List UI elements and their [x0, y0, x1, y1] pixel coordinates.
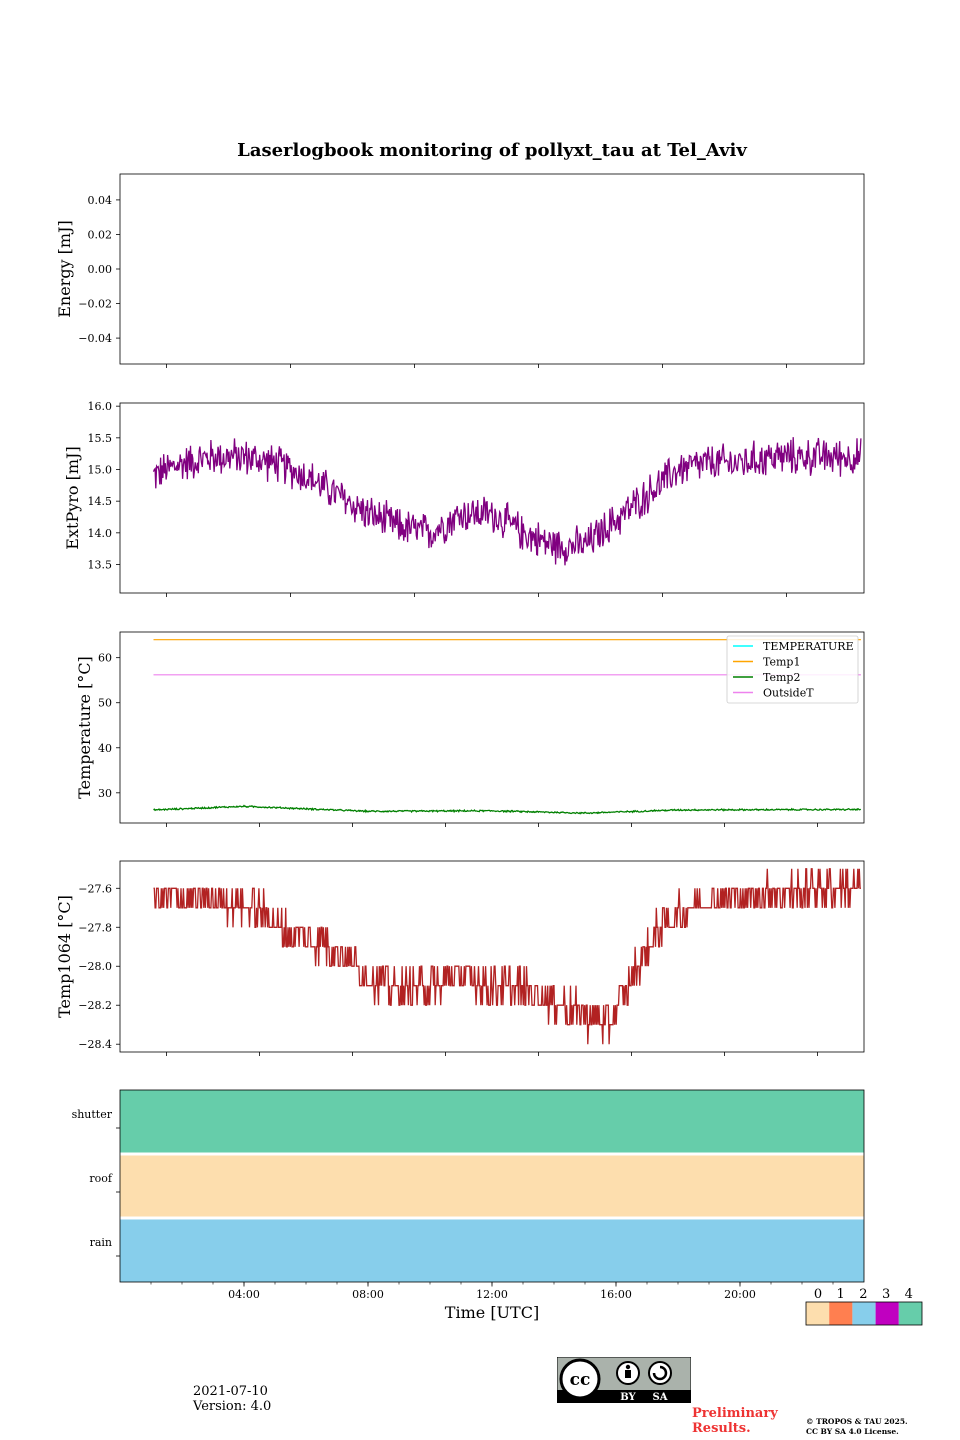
ytick-label: 16.0: [88, 400, 113, 413]
colorbar-label: 2: [859, 1287, 867, 1302]
ytick-label: 30: [98, 787, 112, 800]
colorbar-segment: [898, 1302, 922, 1325]
ytick-label: −28.0: [78, 960, 112, 973]
plot-frame-extpyro: [119, 402, 865, 594]
colorbar-label: 4: [905, 1287, 913, 1302]
status-band-shutter: [120, 1090, 864, 1153]
ytick-label: 15.5: [88, 432, 113, 445]
status-row-label: shutter: [72, 1108, 113, 1121]
xtick-label: 04:00: [228, 1288, 260, 1301]
ytick-label: −27.6: [78, 882, 112, 895]
ytick-label: −27.8: [78, 921, 112, 934]
date-version-block: 2021-07-10 Version: 4.0: [193, 1384, 271, 1414]
plot-frame-energy: [119, 173, 865, 365]
series-line-temp1064: [153, 868, 861, 1045]
ytick-label: 0.02: [88, 228, 113, 241]
colorbar-segment: [806, 1302, 830, 1325]
ylabel-temp1064: Temp1064 [°C]: [55, 895, 74, 1018]
badge-sa-label: SA: [653, 1392, 668, 1403]
status-row-label: rain: [90, 1236, 112, 1249]
colorbar-label: 0: [814, 1287, 822, 1302]
legend-label: TEMPERATURE: [763, 640, 854, 653]
ytick-label: 14.5: [88, 495, 113, 508]
preliminary-note: Preliminary Results.: [692, 1406, 778, 1436]
ytick-label: 0.00: [88, 263, 113, 276]
cc-by-sa-badge: cc BY SA: [556, 1356, 692, 1404]
xtick-label: 16:00: [600, 1288, 632, 1301]
plot-frame-temperatures: [119, 631, 865, 824]
ylabel-energy: Energy [mJ]: [55, 220, 74, 318]
ytick-label: 14.0: [88, 527, 113, 540]
legend-box: [726, 635, 859, 704]
plot-frame-temp1064: [119, 860, 865, 1053]
status-band-roof: [120, 1155, 864, 1217]
ytick-label: 15.0: [88, 464, 113, 477]
legend-label: OutsideT: [763, 687, 814, 700]
svg-text:cc: cc: [570, 1370, 591, 1390]
colorbar-segment: [875, 1302, 899, 1325]
xlabel: Time [UTC]: [445, 1303, 539, 1322]
colorbar-label: 3: [882, 1287, 890, 1302]
ytick-label: 50: [98, 697, 112, 710]
colorbar-frame: [805, 1301, 923, 1326]
legend-label: Temp1: [763, 656, 800, 669]
colorbar-segment: [852, 1302, 876, 1325]
colorbar-label: 1: [837, 1287, 845, 1302]
ytick-label: −0.04: [78, 332, 112, 345]
status-row-label: roof: [89, 1172, 113, 1185]
series-line-extpyro: [152, 437, 862, 566]
results-label: Results.: [692, 1421, 751, 1436]
preliminary-label: Preliminary: [692, 1406, 778, 1421]
date-label: 2021-07-10: [193, 1384, 268, 1399]
ytick-label: −28.4: [78, 1038, 112, 1051]
ytick-label: −28.2: [78, 999, 112, 1012]
page-title: Laserlogbook monitoring of pollyxt_tau a…: [237, 140, 747, 161]
ytick-label: 60: [98, 652, 112, 665]
xtick-label: 12:00: [476, 1288, 508, 1301]
colorbar-segment: [829, 1302, 853, 1325]
ytick-label: 13.5: [88, 559, 113, 572]
xtick-label: 20:00: [724, 1288, 756, 1301]
ytick-label: 40: [98, 742, 112, 755]
legend-label: Temp2: [763, 671, 800, 684]
badge-by-label: BY: [620, 1392, 636, 1403]
ytick-label: −0.02: [78, 298, 112, 311]
ylabel-temperatures: Temperature [°C]: [75, 656, 94, 799]
xtick-label: 08:00: [352, 1288, 384, 1301]
ylabel-extpyro: ExtPyro [mJ]: [63, 446, 82, 549]
copyright-note: © TROPOS & TAU 2025. CC BY SA 4.0 Licens…: [806, 1417, 908, 1437]
status-band-rain: [120, 1219, 864, 1282]
copyright-line2: CC BY SA 4.0 License.: [806, 1427, 899, 1436]
ytick-label: 0.04: [88, 194, 113, 207]
version-label: Version: 4.0: [193, 1399, 272, 1414]
series-line-temp2: [153, 804, 861, 815]
copyright-line1: © TROPOS & TAU 2025.: [806, 1417, 908, 1426]
